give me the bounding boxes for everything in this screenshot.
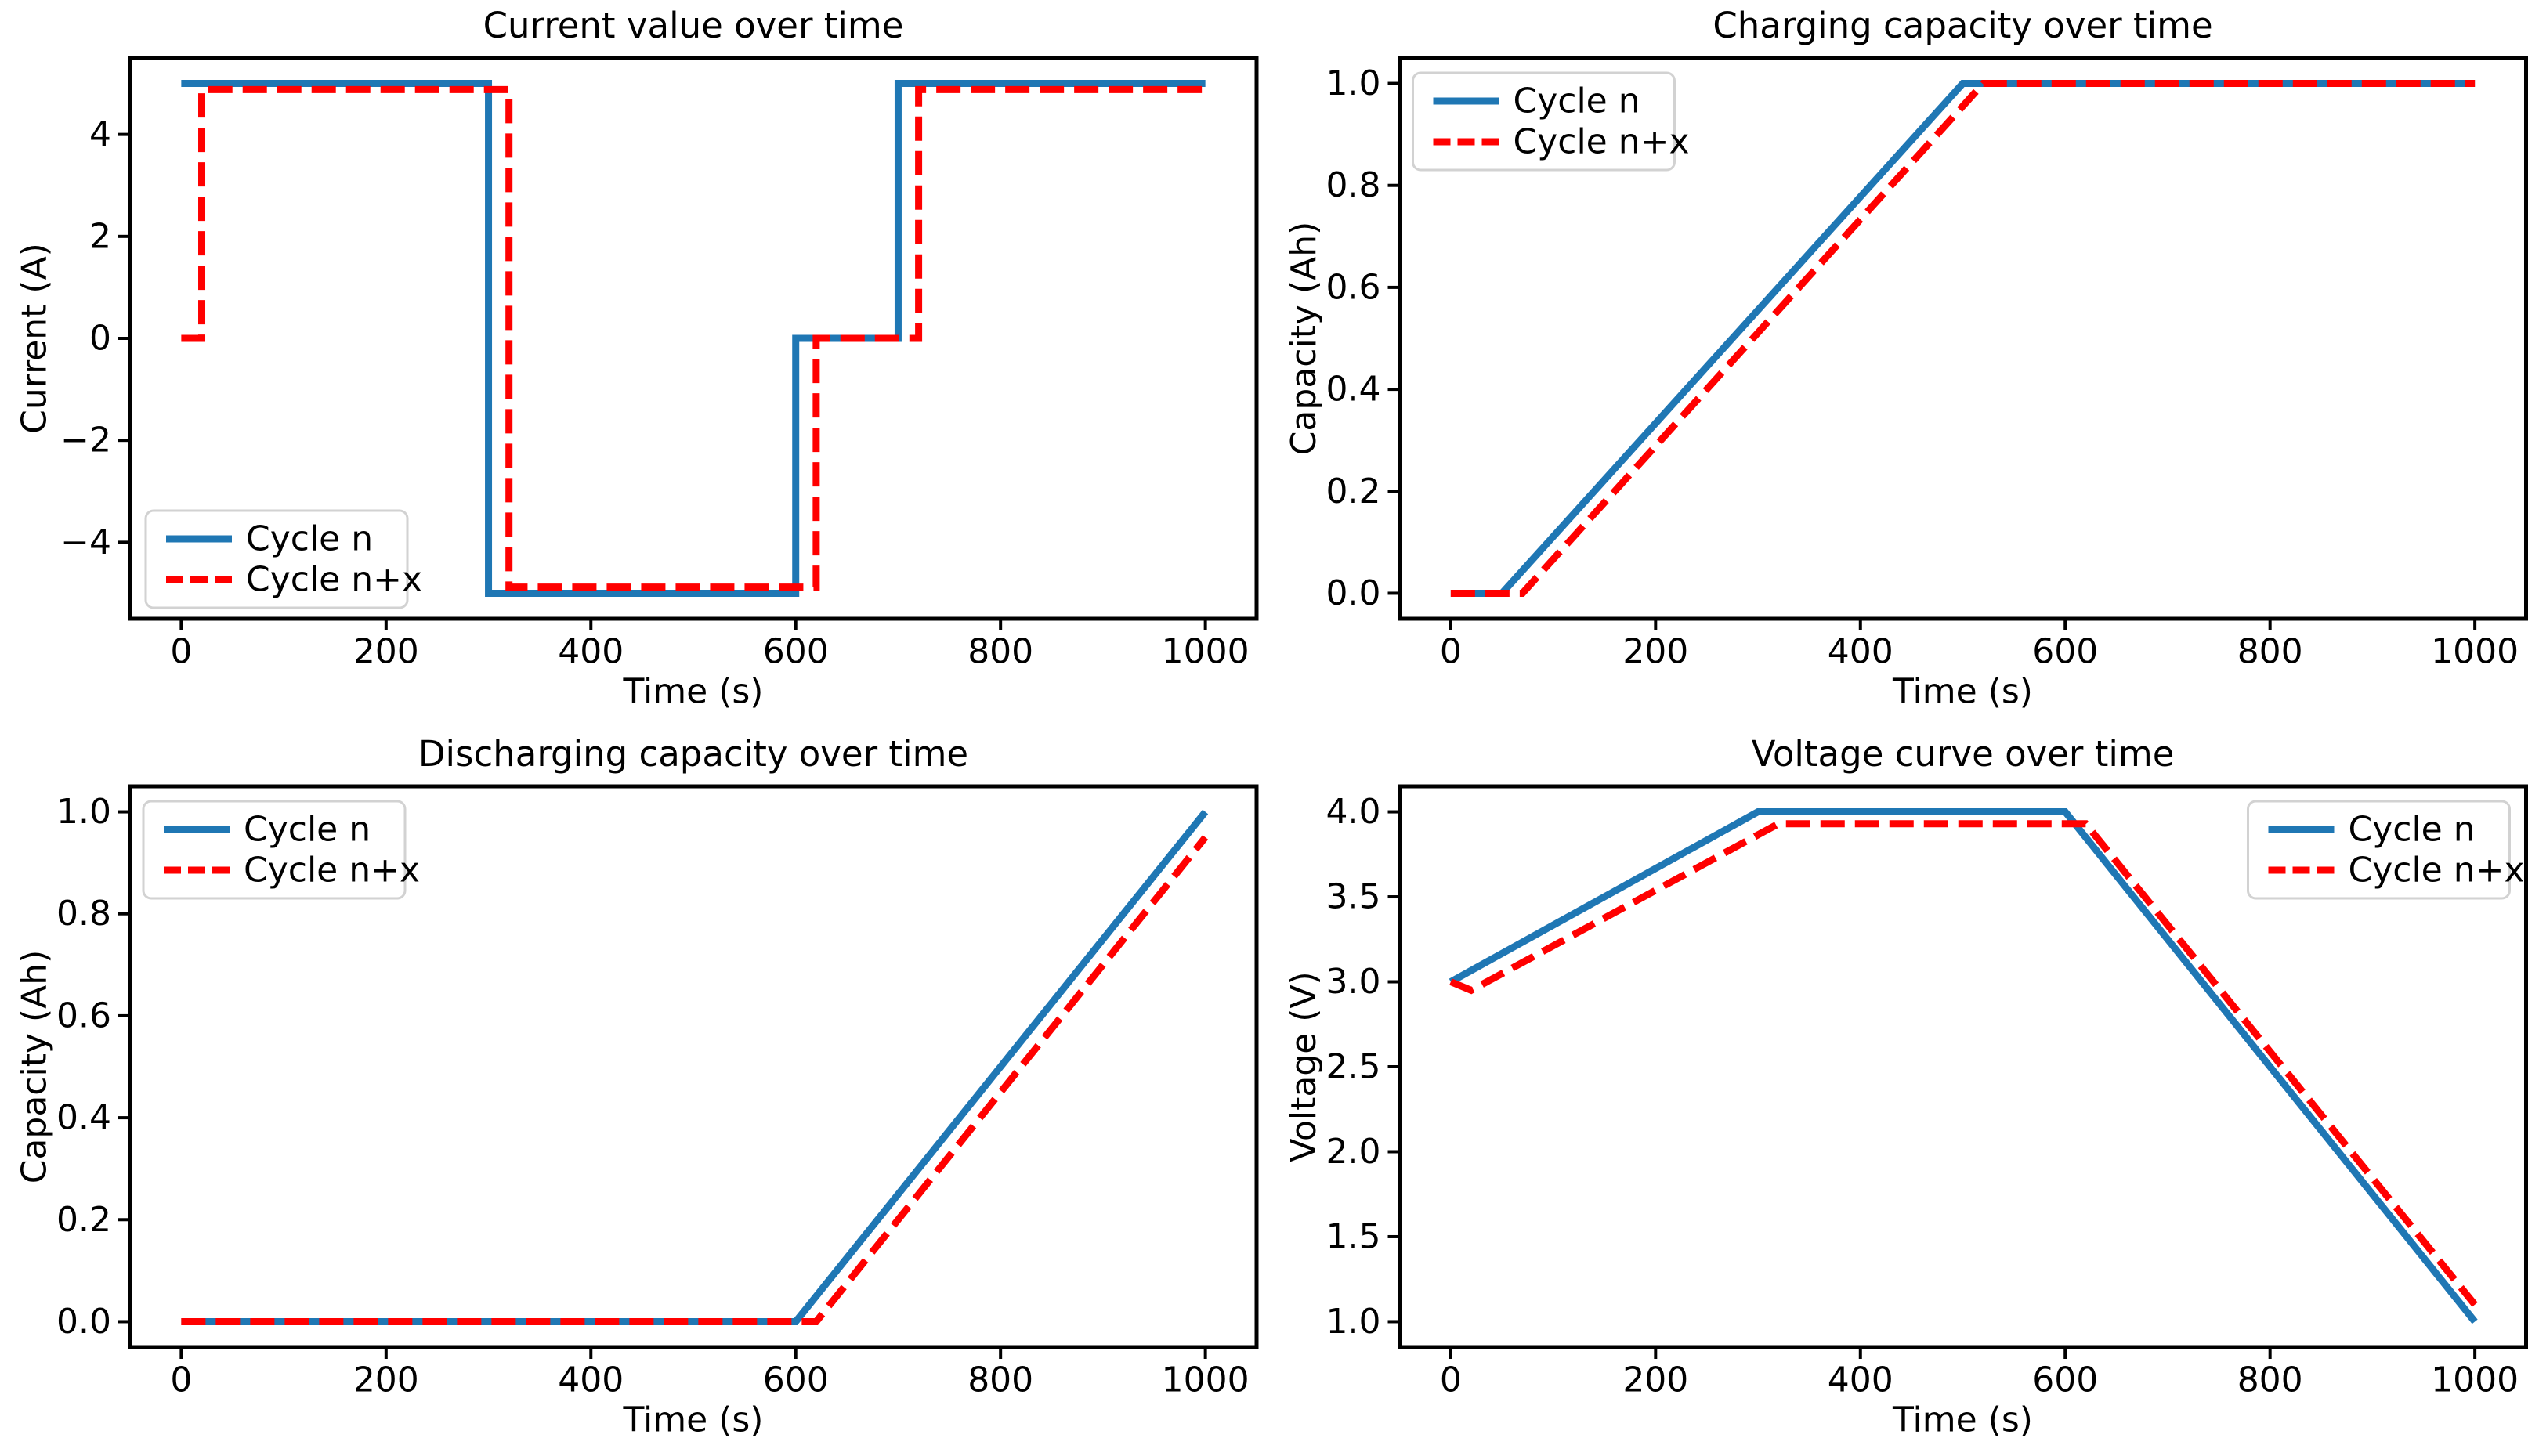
y-tick-label: 4.0 [1326, 792, 1381, 832]
legend-label: Cycle n [246, 519, 373, 559]
x-tick-label: 600 [763, 632, 829, 672]
legend-label: Cycle n+x [246, 560, 422, 600]
y-tick-label: 2.5 [1326, 1047, 1381, 1087]
legend-label: Cycle n [2349, 810, 2476, 850]
legend-box [2247, 800, 2511, 900]
chart-discharging-capacity: Discharging capacity over time Time (s) Ca… [15, 733, 1259, 1440]
voltage-title: Voltage curve over time [1752, 733, 2175, 775]
y-tick-label: 0.6 [1326, 267, 1381, 307]
chart-voltage: Voltage curve over time Time (s) Voltage (… [1284, 733, 2528, 1440]
y-tick-label: 4 [89, 114, 111, 154]
legend-label: Cycle n+x [2349, 851, 2525, 891]
legend-box [144, 509, 409, 609]
discharging-capacity-title: Discharging capacity over time [418, 733, 968, 775]
axes-frame [1398, 784, 2528, 1349]
charging-capacity-ylabel: Capacity (Ah) [1284, 222, 1324, 456]
y-tick-label: 0.8 [1326, 165, 1381, 205]
x-tick-label: 200 [1622, 632, 1688, 672]
legend-label: Cycle n+x [1514, 122, 1690, 162]
x-tick-label: 600 [2032, 1360, 2098, 1400]
x-tick-label: 0 [170, 1360, 192, 1400]
voltage-ylabel: Voltage (V) [1284, 971, 1324, 1162]
series-cycle-n [1450, 80, 2476, 597]
series-cycle-nplusx [181, 835, 1209, 1325]
chart-charging-capacity: Charging capacity over time Time (s) Capac… [1284, 5, 2528, 712]
axes-frame [128, 784, 1259, 1349]
discharging-capacity-ylabel: Capacity (Ah) [15, 950, 55, 1184]
chart-current: Current value over time Time (s) Current (… [15, 5, 1259, 712]
y-tick-label: 3.5 [1326, 877, 1381, 917]
x-tick-label: 1000 [2431, 1360, 2519, 1400]
charging-capacity-xlabel: Time (s) [1892, 672, 2033, 712]
x-tick-label: 800 [2237, 632, 2303, 672]
x-tick-label: 0 [1440, 632, 1462, 672]
legend-box [142, 800, 407, 900]
legend-box [1412, 71, 1676, 172]
x-tick-label: 400 [558, 632, 624, 672]
x-tick-label: 1000 [1162, 1360, 1250, 1400]
x-tick-label: 0 [170, 632, 192, 672]
x-tick-label: 600 [763, 1360, 829, 1400]
y-tick-label: 1.0 [1326, 63, 1381, 103]
current-ylabel: Current (A) [15, 243, 55, 434]
y-tick-label: 0.8 [56, 894, 111, 934]
x-tick-label: 600 [2032, 632, 2098, 672]
discharging-capacity-xlabel: Time (s) [623, 1400, 764, 1440]
y-tick-label: −4 [60, 522, 111, 562]
series-cycle-n [181, 80, 1206, 597]
legend-label: Cycle n [1514, 81, 1640, 121]
series-cycle-nplusx [1450, 80, 2476, 597]
y-tick-label: 0.0 [1326, 573, 1381, 613]
y-tick-label: 0.0 [56, 1302, 111, 1342]
x-tick-label: 800 [967, 1360, 1033, 1400]
y-tick-label: −2 [60, 421, 111, 461]
y-tick-label: 0.2 [56, 1200, 111, 1240]
y-tick-label: 2 [89, 216, 111, 256]
x-tick-label: 200 [353, 1360, 419, 1400]
series-cycle-nplusx [181, 85, 1206, 591]
current-xlabel: Time (s) [623, 672, 764, 712]
series-cycle-n [181, 809, 1209, 1325]
x-tick-label: 400 [1828, 632, 1893, 672]
x-tick-label: 800 [967, 632, 1033, 672]
x-tick-label: 800 [2237, 1360, 2303, 1400]
x-tick-label: 400 [1828, 1360, 1893, 1400]
x-tick-label: 200 [1622, 1360, 1688, 1400]
voltage-xlabel: Time (s) [1892, 1400, 2033, 1440]
y-tick-label: 0.2 [1326, 471, 1381, 511]
y-tick-label: 2.0 [1326, 1132, 1381, 1172]
current-title: Current value over time [483, 5, 904, 46]
axes-frame [1398, 56, 2528, 621]
charging-capacity-title: Charging capacity over time [1713, 5, 2212, 46]
x-tick-label: 1000 [1162, 632, 1250, 672]
x-tick-label: 0 [1440, 1360, 1462, 1400]
y-tick-label: 1.5 [1326, 1216, 1381, 1256]
y-tick-label: 0 [89, 319, 111, 359]
y-tick-label: 3.0 [1326, 962, 1381, 1002]
y-tick-label: 0.6 [56, 995, 111, 1035]
x-tick-label: 200 [353, 632, 419, 672]
legend-label: Cycle n [244, 810, 371, 850]
y-tick-label: 0.4 [56, 1098, 111, 1138]
axes-frame [128, 56, 1259, 621]
y-tick-label: 0.4 [1326, 370, 1381, 410]
series-cycle-n [1449, 808, 2478, 1324]
series-cycle-nplusx [1449, 820, 2478, 1307]
x-tick-label: 400 [558, 1360, 624, 1400]
y-tick-label: 1.0 [1326, 1302, 1381, 1342]
x-tick-label: 1000 [2431, 632, 2519, 672]
y-tick-label: 1.0 [56, 792, 111, 832]
legend-label: Cycle n+x [244, 851, 420, 891]
